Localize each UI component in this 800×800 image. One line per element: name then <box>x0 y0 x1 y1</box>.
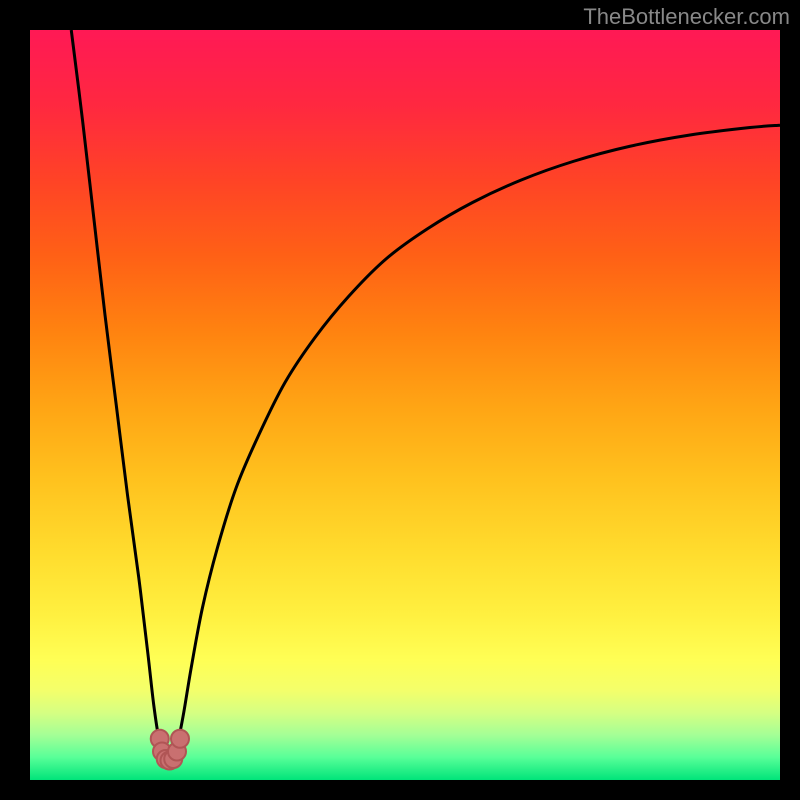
bottleneck-curve <box>71 30 780 750</box>
dip-markers <box>151 730 189 770</box>
figure-container: TheBottlenecker.com <box>0 0 800 800</box>
dip-marker <box>171 730 189 748</box>
plot-area <box>30 30 780 780</box>
curve-svg <box>30 30 780 780</box>
watermark-text: TheBottlenecker.com <box>583 4 790 30</box>
